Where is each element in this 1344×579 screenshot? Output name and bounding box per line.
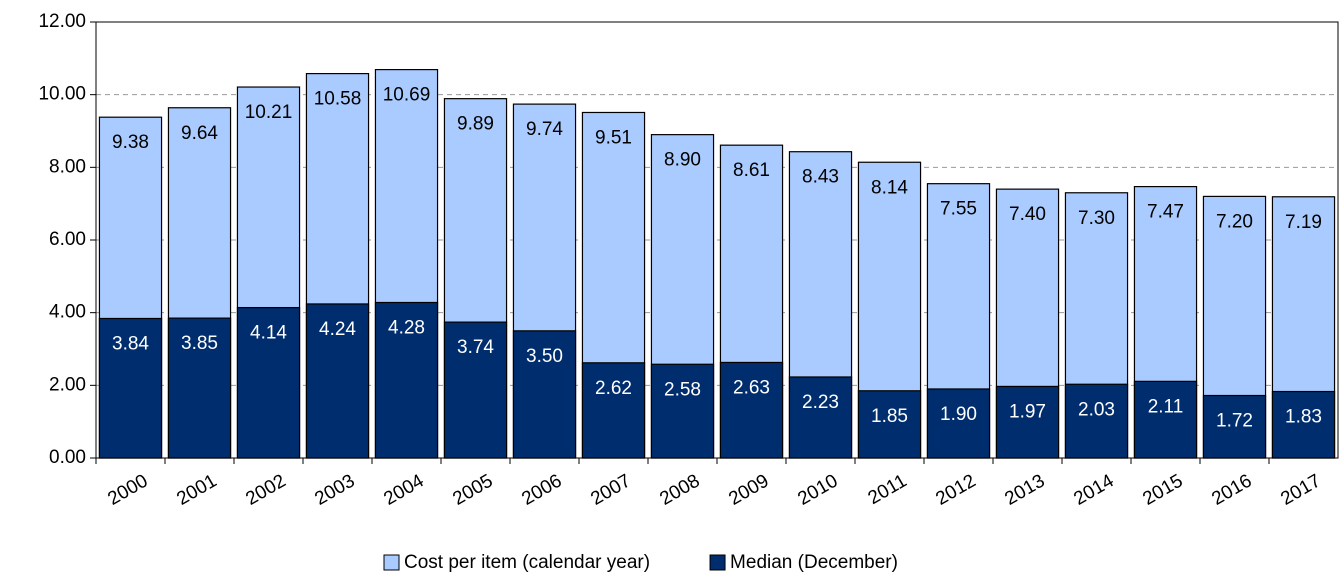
data-label: 2.58 — [664, 379, 701, 400]
data-label: 8.61 — [733, 160, 770, 181]
data-label: 1.85 — [871, 406, 908, 427]
data-label: 7.30 — [1078, 208, 1115, 229]
data-label: 1.90 — [940, 404, 977, 425]
data-label: 3.85 — [181, 333, 218, 354]
x-tick-label: 2008 — [656, 470, 703, 509]
bar — [374, 301, 439, 459]
x-tick-label: 2001 — [173, 470, 220, 509]
data-label: 2.62 — [595, 378, 632, 399]
data-label: 1.72 — [1216, 411, 1253, 432]
data-label: 9.51 — [595, 127, 632, 148]
legend-label: Median (December) — [730, 552, 898, 573]
data-label: 9.74 — [526, 119, 563, 140]
bar — [512, 330, 577, 459]
data-label: 1.97 — [1009, 401, 1046, 422]
y-tick-label: 4.00 — [49, 302, 86, 323]
bar — [650, 363, 715, 459]
x-tick-label: 2013 — [1001, 470, 1048, 509]
data-label: 3.50 — [526, 346, 563, 367]
legend-swatch — [383, 554, 400, 571]
data-label: 9.64 — [181, 123, 218, 144]
data-label: 7.55 — [940, 199, 977, 220]
x-tick-label: 2012 — [932, 470, 979, 509]
data-label: 4.14 — [250, 323, 287, 344]
bar — [788, 376, 853, 459]
x-tick-label: 2005 — [449, 470, 496, 509]
x-tick-label: 2011 — [865, 470, 911, 509]
y-tick-label: 12.00 — [38, 11, 86, 32]
y-tick-label: 6.00 — [49, 229, 86, 250]
data-label: 10.69 — [383, 85, 431, 106]
data-label: 9.38 — [112, 132, 149, 153]
data-label: 1.83 — [1285, 407, 1322, 428]
data-label: 2.63 — [733, 377, 770, 398]
x-tick-label: 2016 — [1208, 470, 1255, 509]
data-label: 2.11 — [1148, 396, 1184, 417]
x-tick-label: 2009 — [725, 470, 772, 509]
x-tick-label: 2017 — [1277, 470, 1324, 509]
data-label: 9.89 — [457, 114, 494, 135]
x-tick-label: 2003 — [311, 470, 358, 509]
data-label: 3.84 — [112, 333, 149, 354]
legend-swatch — [709, 554, 726, 571]
data-label: 7.20 — [1216, 211, 1253, 232]
y-tick-label: 0.00 — [49, 447, 86, 468]
bar — [1133, 380, 1198, 459]
x-tick-label: 2007 — [587, 470, 634, 509]
x-tick-label: 2004 — [380, 470, 427, 510]
data-label: 8.43 — [802, 167, 839, 188]
data-label: 2.23 — [802, 392, 839, 413]
data-label: 7.47 — [1147, 202, 1184, 223]
data-label: 7.40 — [1009, 204, 1046, 225]
data-label: 10.21 — [245, 102, 293, 123]
legend-label: Cost per item (calendar year) — [404, 552, 650, 573]
x-tick-label: 2014 — [1070, 470, 1117, 510]
bar — [581, 362, 646, 459]
data-label: 4.24 — [319, 319, 356, 340]
bar — [167, 317, 232, 459]
y-tick-label: 8.00 — [49, 156, 86, 177]
bar — [1271, 390, 1336, 459]
bar — [1064, 383, 1129, 459]
x-tick-label: 2002 — [242, 470, 289, 509]
data-label: 8.14 — [871, 177, 908, 198]
x-tick-label: 2000 — [104, 470, 151, 509]
data-label: 2.03 — [1078, 399, 1115, 420]
bar — [1202, 394, 1267, 459]
x-tick-label: 2006 — [518, 470, 565, 509]
data-label: 8.90 — [664, 150, 701, 171]
x-tick-label: 2015 — [1139, 470, 1186, 509]
bar — [305, 303, 370, 459]
data-label: 10.58 — [314, 89, 362, 110]
x-tick-label: 2010 — [794, 470, 841, 509]
data-label: 3.74 — [457, 337, 494, 358]
bar — [443, 321, 508, 459]
y-tick-label: 10.00 — [38, 84, 86, 105]
data-label: 4.28 — [388, 318, 425, 339]
y-tick-label: 2.00 — [49, 374, 86, 395]
bar — [719, 361, 784, 459]
bar — [98, 317, 163, 459]
data-label: 7.19 — [1285, 212, 1322, 233]
